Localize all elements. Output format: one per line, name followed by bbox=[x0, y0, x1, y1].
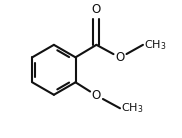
Text: CH$_3$: CH$_3$ bbox=[144, 38, 167, 52]
Text: O: O bbox=[92, 89, 101, 102]
Text: O: O bbox=[115, 51, 125, 64]
Text: CH$_3$: CH$_3$ bbox=[121, 101, 144, 115]
Text: O: O bbox=[92, 3, 101, 16]
